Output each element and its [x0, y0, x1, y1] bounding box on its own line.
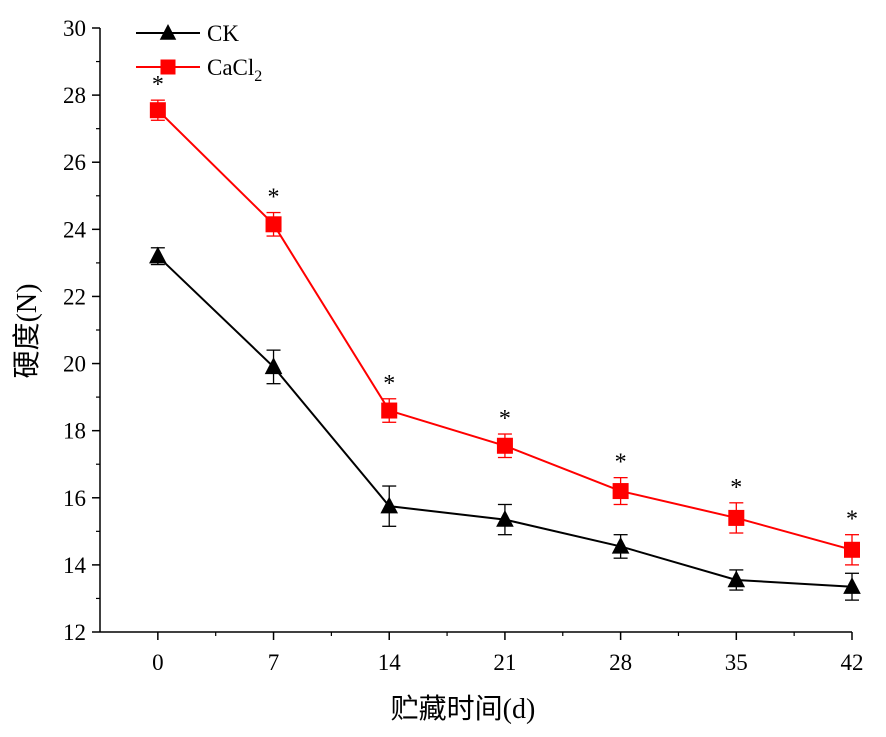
y-axis-title: 硬度(N): [11, 284, 43, 379]
significance-asterisk: *: [268, 185, 280, 211]
data-point: [611, 536, 630, 554]
series-layer: [149, 99, 861, 601]
data-point: [496, 437, 513, 454]
data-point: [844, 541, 860, 558]
data-point: [149, 246, 167, 264]
y-tick-label: 26: [63, 150, 86, 175]
x-tick-label: 21: [493, 650, 516, 675]
y-tick-label: 14: [63, 553, 87, 578]
y-tick-label: 20: [63, 352, 86, 377]
series-line: [157, 109, 853, 551]
x-tick-label: 14: [378, 650, 402, 675]
data-point: [380, 496, 399, 514]
x-tick-label: 7: [268, 650, 280, 675]
significance-marks: * * * * * * *: [152, 72, 858, 533]
legend-item-ck: CK: [136, 21, 239, 46]
data-point: [265, 216, 282, 233]
y-tick-label: 30: [63, 16, 86, 41]
y-tick-label: 22: [63, 284, 86, 309]
legend-label: CK: [207, 21, 239, 46]
data-point: [843, 577, 861, 594]
significance-asterisk: *: [152, 72, 164, 98]
data-point: [612, 483, 629, 500]
data-point: [728, 509, 745, 526]
x-tick-label: 35: [725, 650, 748, 675]
y-tick-label: 24: [63, 217, 87, 242]
significance-asterisk: *: [383, 371, 395, 397]
y-tick-label: 18: [63, 419, 86, 444]
x-axis-title: 贮藏时间(d): [391, 693, 536, 725]
series-ck: [149, 246, 861, 601]
x-tick-label: 42: [841, 650, 864, 675]
legend-marker: [160, 59, 176, 75]
significance-asterisk: *: [615, 450, 627, 476]
x-tick-label: 28: [609, 650, 632, 675]
significance-asterisk: *: [730, 475, 742, 501]
significance-asterisk: *: [499, 406, 511, 432]
axes: 12 14 16 18 20 22 24 26 28 30 0 7 14 21 28 35 42: [63, 16, 864, 675]
y-tick-label: 28: [63, 83, 86, 108]
data-point: [381, 402, 398, 419]
legend-label: CaCl2: [207, 55, 262, 85]
significance-asterisk: *: [846, 507, 858, 533]
x-tick-label: 0: [152, 650, 164, 675]
data-point: [496, 509, 514, 527]
data-point: [264, 357, 283, 375]
y-tick-label: 16: [63, 486, 86, 511]
legend-marker: [159, 24, 177, 40]
data-point: [727, 570, 746, 588]
y-tick-label: 12: [63, 620, 86, 645]
series-cacl: [149, 99, 860, 566]
data-point: [149, 102, 166, 119]
